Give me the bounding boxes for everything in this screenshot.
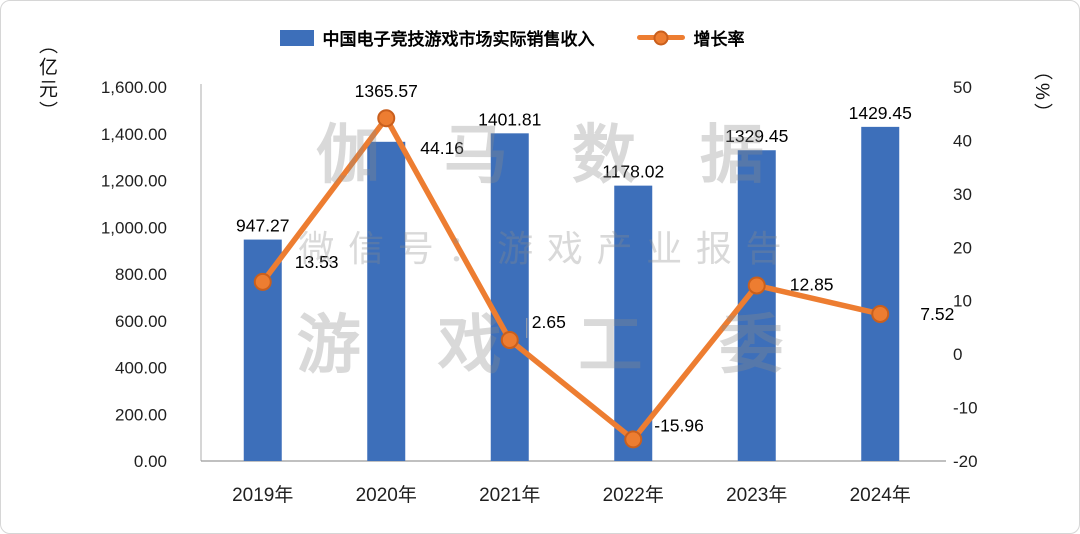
- growth-value-label: -15.96: [654, 415, 704, 435]
- legend: 中国电子竞技游戏市场实际销售收入 增长率: [1, 25, 1051, 50]
- growth-point: [377, 109, 396, 128]
- bar: [490, 133, 529, 462]
- growth-value-label: 2.65: [532, 312, 566, 332]
- category-label: 2023年: [726, 484, 787, 506]
- right-axis-tick-label: 10: [953, 292, 972, 311]
- left-axis-tick-label: 0.00: [134, 452, 167, 471]
- bar: [614, 185, 653, 461]
- category-label: 2024年: [850, 484, 911, 506]
- right-axis-tick-label: -10: [953, 399, 978, 418]
- legend-line-marker-icon: [653, 30, 668, 45]
- left-axis-unit: （亿元）: [36, 35, 57, 123]
- right-axis-tick-label: 40: [953, 131, 972, 150]
- left-axis-tick-label: 1,600.00: [101, 78, 167, 97]
- left-axis-tick-label: 1,000.00: [101, 218, 167, 237]
- bar-value-label: 1365.57: [355, 81, 418, 101]
- category-label: 2019年: [232, 484, 293, 506]
- bar: [861, 126, 900, 462]
- legend-bar-label: 中国电子竞技游戏市场实际销售收入: [322, 30, 595, 49]
- right-axis-tick-label: -20: [953, 452, 978, 471]
- bar-value-label: 1401.81: [478, 109, 541, 129]
- bar: [367, 141, 406, 461]
- bar-value-label: 1429.45: [849, 103, 912, 123]
- right-axis-unit: （%）: [1031, 61, 1052, 125]
- left-axis-tick-label: 600.00: [115, 312, 167, 331]
- growth-line: [260, 115, 883, 443]
- category-label: 2021年: [479, 484, 540, 506]
- bar-value-label: 1178.02: [602, 162, 664, 182]
- bar: [243, 239, 282, 461]
- right-axis-tick-label: 20: [953, 238, 972, 257]
- growth-point: [871, 304, 890, 323]
- legend-line-swatch: [636, 30, 685, 45]
- growth-point: [253, 272, 272, 291]
- left-axis-tick-label: 800.00: [115, 265, 167, 284]
- category-label: 2022年: [603, 484, 664, 506]
- growth-point: [747, 276, 766, 295]
- growth-value-label: 7.52: [920, 304, 954, 324]
- growth-value-label: 12.85: [790, 274, 834, 294]
- growth-value-label: 44.16: [420, 138, 464, 158]
- legend-growth-label: 增长率: [693, 30, 745, 49]
- legend-bar-swatch: [279, 29, 314, 46]
- growth-value-label: 13.53: [295, 252, 339, 272]
- right-axis-tick-label: 30: [953, 185, 972, 204]
- growth-point: [500, 330, 519, 349]
- left-axis-tick-label: 200.00: [115, 405, 167, 424]
- legend-item-revenue: 中国电子竞技游戏市场实际销售收入: [279, 25, 595, 50]
- category-label: 2020年: [356, 484, 417, 506]
- left-axis-tick-label: 1,400.00: [101, 125, 167, 144]
- left-axis-tick-label: 1,200.00: [101, 172, 167, 191]
- right-axis-tick-label: 50: [953, 78, 972, 97]
- growth-point: [624, 430, 643, 449]
- right-axis-tick-label: 0: [953, 345, 962, 364]
- left-axis-tick-label: 400.00: [115, 359, 167, 378]
- legend-item-growth: 增长率: [636, 25, 745, 50]
- bar-value-label: 947.27: [236, 216, 290, 236]
- bar-value-label: 1329.45: [725, 126, 788, 146]
